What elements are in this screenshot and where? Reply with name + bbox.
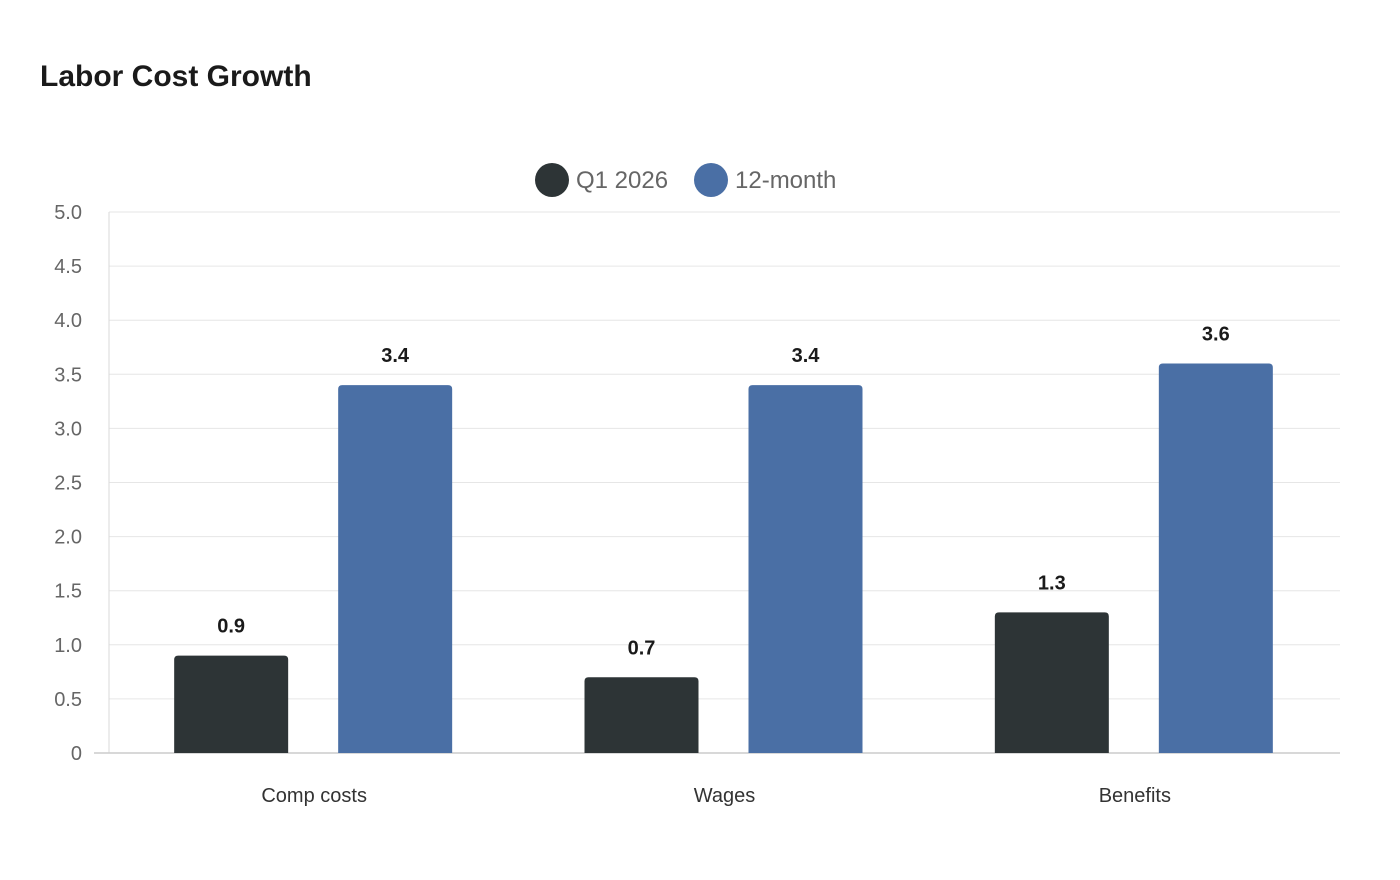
data-label: 3.4 [381,345,410,367]
bar-12-month-benefits [1158,363,1273,753]
y-tick-label: 1.0 [54,635,82,657]
x-tick-label: Wages [694,785,756,807]
legend-swatch [694,163,728,197]
legend-label: Q1 2026 [576,167,668,194]
bar-12-month-wages [748,385,863,753]
y-tick-label: 0 [71,743,82,765]
bar-q1-2026-wages [584,677,699,753]
bar-12-month-comp-costs [338,385,453,753]
data-label: 1.3 [1038,572,1066,594]
data-label: 3.4 [792,345,821,367]
data-label: 0.9 [217,616,245,638]
y-tick-label: 3.0 [54,418,82,440]
data-label: 3.6 [1202,323,1230,345]
chart-title: Labor Cost Growth [40,60,312,93]
y-tick-label: 4.5 [54,256,82,278]
y-tick-label: 2.0 [54,527,82,549]
bar-q1-2026-benefits [994,612,1109,753]
x-tick-label: Comp costs [261,785,367,807]
y-tick-label: 1.5 [54,581,82,603]
legend-label: 12-month [735,167,836,194]
data-label: 0.7 [628,637,656,659]
y-tick-label: 5.0 [54,202,82,224]
y-tick-label: 0.5 [54,689,82,711]
bar-q1-2026-comp-costs [174,655,289,753]
y-tick-label: 4.0 [54,310,82,332]
y-tick-label: 3.5 [54,364,82,386]
y-tick-label: 2.5 [54,473,82,495]
legend-swatch [535,163,569,197]
x-tick-label: Benefits [1099,785,1171,807]
